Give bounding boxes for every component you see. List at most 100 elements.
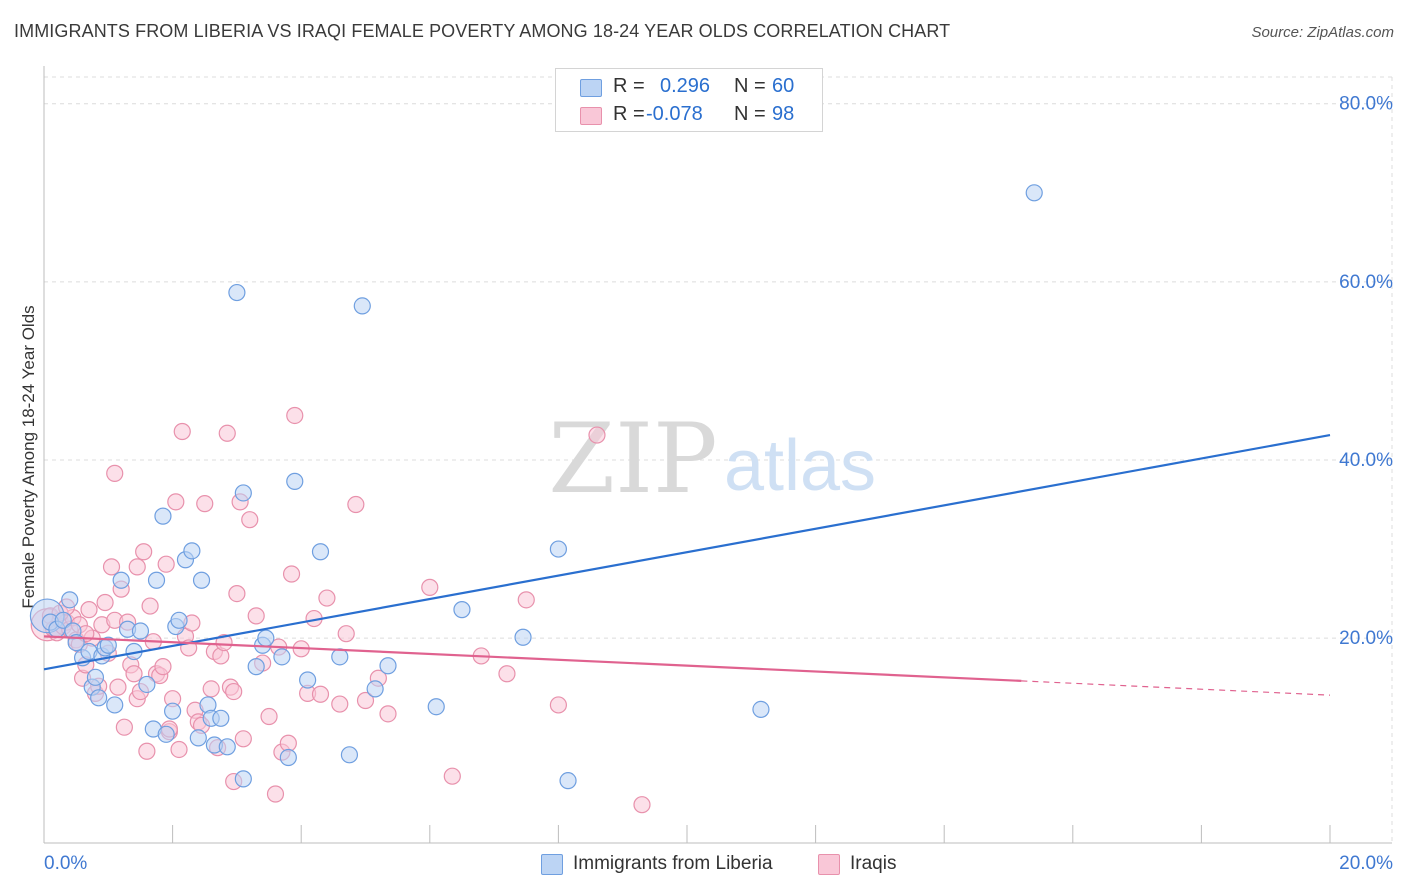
liberia-point (549, 540, 568, 558)
liberia-point (353, 297, 371, 315)
liberia-point (273, 648, 291, 666)
liberia-point (86, 668, 105, 686)
legend-item-liberia: Immigrants from Liberia (541, 852, 801, 878)
iraqis-point (443, 767, 461, 785)
iraqis-point (167, 493, 185, 511)
legend-n-value: 60 (772, 75, 795, 97)
liberia-point (54, 611, 72, 629)
liberia-point (453, 601, 471, 619)
liberia-point (331, 648, 349, 666)
iraqis-point (347, 495, 365, 514)
iraqis-point (215, 633, 233, 652)
x-tick-label: 0.0% (44, 853, 87, 874)
iraqis-point (225, 682, 243, 701)
iraqis-point (260, 707, 278, 726)
iraqis-point (356, 691, 375, 710)
liberia-point (311, 543, 330, 561)
liberia-trend-line (43, 433, 1331, 671)
liberia-point (189, 729, 207, 747)
iraqis-point (196, 495, 214, 513)
trend-lines (43, 433, 1331, 696)
iraqis-point (109, 678, 127, 696)
liberia-point (212, 709, 230, 727)
iraqis-point (331, 695, 349, 713)
legend-r-label: R = (613, 103, 645, 125)
liberia-point (218, 738, 236, 756)
liberia-point (234, 484, 252, 502)
liberia-points (29, 184, 1043, 790)
legend-r-value: 0.296 (660, 75, 711, 97)
liberia-point (90, 689, 108, 707)
liberia-point (138, 675, 156, 694)
iraqis-point (170, 740, 188, 759)
iraqis-point (218, 424, 236, 442)
y-tick-label: 20.0% (1339, 628, 1393, 649)
liberia-point (247, 658, 265, 676)
correlation-legend: R = 0.296 N = 60 R = -0.078 N = 98 (555, 68, 823, 132)
iraqis-point (498, 665, 516, 683)
y-axis-label: Female Poverty Among 18-24 Year Olds (19, 305, 38, 608)
legend-n-value: 98 (772, 103, 795, 125)
iraqis-point (549, 696, 568, 714)
liberia-point (170, 611, 188, 629)
iraqis-trend-extension (1021, 680, 1331, 696)
x-tick-labels: 0.0% 20.0% (44, 853, 1393, 874)
liberia-point (559, 772, 577, 790)
legend-swatch-pink (580, 107, 602, 125)
iraqis-point (228, 585, 246, 603)
iraqis-point (125, 665, 143, 683)
liberia-point (279, 748, 297, 767)
legend-row-liberia: R = 0.296 N = 60 (556, 73, 822, 101)
iraqis-point (154, 658, 172, 676)
liberia-point (1025, 184, 1043, 202)
y-tick-label: 80.0% (1339, 94, 1393, 115)
iraqis-point (106, 464, 124, 482)
legend-n-label: N = (734, 75, 766, 97)
liberia-point (154, 507, 172, 525)
legend-swatch-blue (541, 854, 563, 875)
legend-r-value: -0.078 (646, 103, 703, 125)
liberia-point (61, 591, 79, 609)
legend-swatch-blue (580, 79, 602, 97)
legend-n-label: N = (734, 103, 766, 125)
iraqis-point (157, 555, 175, 573)
liberia-point (228, 283, 246, 302)
iraqis-point (128, 558, 146, 576)
liberia-point (131, 622, 150, 640)
legend-swatch-pink (818, 854, 840, 875)
liberia-point (106, 696, 124, 714)
iraqis-point (279, 734, 297, 752)
liberia-point (299, 671, 317, 689)
legend-row-iraqis: R = -0.078 N = 98 (556, 101, 822, 129)
iraqis-point (115, 718, 133, 736)
iraqis-point (421, 578, 439, 596)
liberia-point (112, 571, 130, 589)
iraqis-point (141, 597, 159, 615)
x-tick-label: 20.0% (1339, 853, 1393, 874)
iraqis-point (318, 589, 336, 607)
liberia-point (427, 698, 445, 716)
iraqis-point (282, 565, 301, 583)
legend-item-iraqis: Iraqis (818, 852, 938, 878)
chart-title: IMMIGRANTS FROM LIBERIA VS IRAQI FEMALE … (14, 21, 951, 41)
liberia-point (157, 725, 175, 743)
iraqis-point (234, 730, 252, 748)
liberia-point (164, 702, 182, 720)
liberia-point (340, 746, 359, 764)
iraqis-point (379, 705, 397, 723)
liberia-point (752, 700, 770, 718)
watermark-zip: ZIP (548, 403, 717, 515)
liberia-point (183, 542, 201, 560)
liberia-point (514, 628, 532, 646)
iraqis-point (138, 742, 156, 760)
iraqis-point (247, 607, 265, 625)
iraqis-point (286, 406, 304, 425)
iraqis-point (311, 685, 330, 703)
legend-label-liberia: Immigrants from Liberia (573, 853, 773, 874)
axes (43, 66, 1392, 844)
source-label: Source: ZipAtlas.com (1251, 24, 1394, 41)
iraqis-point (102, 558, 121, 576)
liberia-point (99, 636, 117, 654)
iraqis-point (80, 601, 98, 619)
